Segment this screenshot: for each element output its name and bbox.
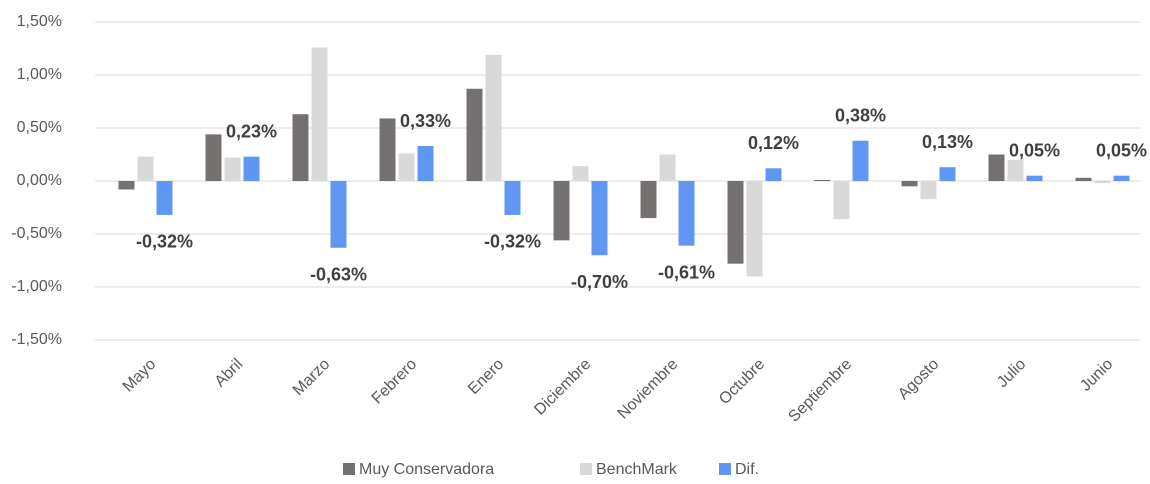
value-label: -0,61% [658, 262, 715, 282]
bar [137, 156, 154, 181]
x-tick-label: Enero [465, 356, 507, 398]
x-tick-label: Octubre [716, 356, 768, 408]
x-tick-label: Junio [1077, 356, 1116, 395]
value-label: 0,33% [400, 111, 451, 131]
bar [572, 166, 589, 181]
bar [591, 181, 608, 256]
legend-swatch [580, 463, 592, 475]
x-tick-label: Noviembre [615, 356, 682, 423]
y-tick-label: -1,00% [11, 278, 62, 295]
x-tick-label: Abril [212, 356, 247, 391]
value-label: 0,13% [922, 132, 973, 152]
bar [939, 167, 956, 181]
y-tick-label: 0,00% [17, 172, 62, 189]
legend-label: Dif. [735, 461, 759, 478]
legend-label: BenchMark [596, 461, 678, 478]
x-tick-label: Agosto [895, 356, 942, 403]
bar [814, 179, 831, 181]
value-label: 0,12% [748, 133, 799, 153]
y-tick-label: 1,00% [17, 66, 62, 83]
bar [205, 134, 222, 181]
bar [765, 168, 782, 181]
bar [678, 181, 695, 246]
bar [118, 181, 135, 190]
value-label: 0,05% [1009, 140, 1060, 160]
bar [1075, 177, 1092, 181]
bar [988, 154, 1005, 181]
bar [553, 181, 570, 241]
bar [485, 54, 502, 181]
value-label: 0,05% [1096, 140, 1147, 160]
legend-swatch [343, 463, 355, 475]
x-tick-label: Mayo [120, 356, 160, 396]
bar [398, 153, 415, 181]
x-tick-label: Marzo [290, 356, 334, 400]
x-tick-label: Julio [994, 356, 1029, 391]
bar [1094, 181, 1111, 184]
bar [417, 146, 434, 181]
value-label: -0,63% [310, 265, 367, 285]
bar [833, 181, 850, 220]
bar [311, 47, 328, 181]
x-tick-label: Febrero [369, 356, 421, 408]
bar [466, 88, 483, 181]
bar [727, 181, 744, 264]
bar [1026, 175, 1043, 181]
legend-swatch [719, 463, 731, 475]
value-label: 0,23% [226, 121, 277, 141]
x-tick-label: Septiembre [785, 356, 855, 426]
bar [852, 140, 869, 181]
bar [901, 181, 918, 187]
bar [379, 118, 396, 181]
y-tick-label: -1,50% [11, 331, 62, 348]
bar [640, 181, 657, 219]
value-label: 0,38% [835, 105, 886, 125]
bar [504, 181, 521, 215]
bar [292, 114, 309, 181]
y-tick-label: -0,50% [11, 225, 62, 242]
bar [243, 156, 260, 181]
bar [330, 181, 347, 248]
bar [224, 157, 241, 181]
bar [1007, 159, 1024, 181]
x-tick-label: Diciembre [531, 356, 594, 419]
bar [746, 181, 763, 277]
y-tick-label: 0,50% [17, 119, 62, 136]
bar [659, 154, 676, 181]
y-tick-label: 1,50% [17, 13, 62, 30]
value-label: -0,32% [484, 232, 541, 252]
legend-label: Muy Conservadora [359, 461, 494, 478]
bar [156, 181, 173, 215]
value-label: -0,70% [571, 272, 628, 292]
value-label: -0,32% [136, 232, 193, 252]
bar [1113, 175, 1130, 181]
bar [920, 181, 937, 200]
